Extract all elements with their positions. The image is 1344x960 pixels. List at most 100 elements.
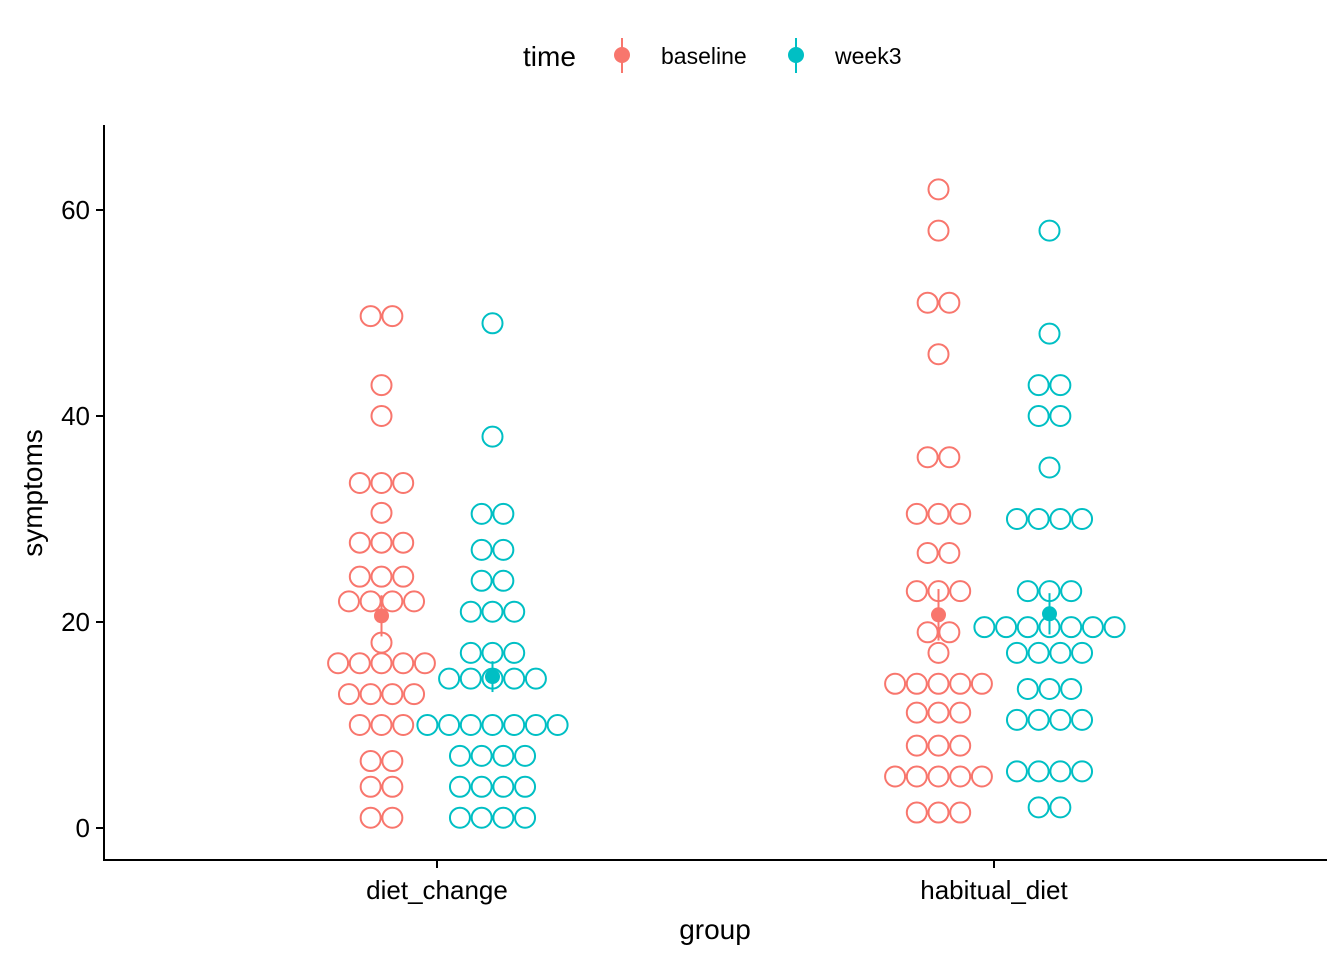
- legend-label: baseline: [661, 43, 747, 69]
- data-point: [927, 502, 950, 525]
- data-point: [1027, 760, 1050, 783]
- data-point: [1071, 760, 1094, 783]
- data-point: [1071, 708, 1094, 731]
- data-point: [448, 806, 471, 829]
- data-point: [392, 471, 415, 494]
- plot-marks: [327, 178, 1126, 829]
- data-point: [492, 502, 515, 525]
- data-point: [1049, 405, 1072, 427]
- x-axis-title: group: [679, 914, 751, 945]
- mean-point: [1042, 606, 1057, 622]
- data-point: [459, 667, 482, 690]
- data-point: [392, 652, 415, 675]
- data-point: [1103, 616, 1126, 639]
- data-point: [337, 683, 360, 706]
- data-point: [327, 652, 350, 675]
- data-point: [470, 775, 493, 798]
- data-point: [1049, 760, 1072, 783]
- data-point: [905, 801, 928, 824]
- data-point: [438, 667, 461, 690]
- data-point: [370, 652, 393, 675]
- data-point: [470, 806, 493, 829]
- data-point: [348, 652, 371, 675]
- mean-point: [931, 607, 946, 623]
- data-point: [359, 683, 382, 706]
- data-point: [416, 714, 439, 736]
- data-point: [348, 714, 371, 736]
- data-point: [381, 590, 404, 613]
- data-point: [1049, 796, 1072, 819]
- data-point: [1016, 677, 1039, 700]
- data-point: [973, 616, 996, 639]
- data-point: [1027, 374, 1050, 397]
- x-tick-label: habitual_diet: [920, 875, 1068, 905]
- data-point: [905, 765, 928, 788]
- data-point: [413, 652, 436, 675]
- data-point: [1038, 219, 1061, 242]
- data-point: [459, 600, 482, 623]
- y-tick-label: 20: [61, 607, 90, 637]
- data-point: [359, 590, 382, 613]
- data-point: [403, 683, 426, 706]
- data-point: [459, 714, 482, 736]
- data-point: [492, 744, 515, 767]
- data-point: [370, 471, 393, 494]
- data-point: [1060, 677, 1083, 700]
- data-point: [492, 775, 515, 798]
- data-point: [1081, 616, 1104, 639]
- data-point: [1038, 677, 1061, 700]
- data-point: [995, 616, 1018, 639]
- data-point: [359, 305, 382, 328]
- y-tick-label: 40: [61, 401, 90, 431]
- data-point: [949, 672, 972, 695]
- data-point: [1060, 580, 1083, 603]
- data-point: [970, 765, 993, 788]
- data-point: [370, 501, 393, 524]
- legend: time baseline week3: [523, 38, 901, 73]
- data-point: [514, 744, 537, 767]
- data-point: [359, 775, 382, 798]
- data-point: [938, 541, 961, 564]
- data-point: [348, 531, 371, 554]
- data-point: [938, 291, 961, 314]
- data-point: [949, 580, 972, 603]
- data-point: [381, 683, 404, 706]
- data-point: [392, 565, 415, 588]
- data-point: [503, 714, 526, 736]
- data-point: [1071, 508, 1094, 530]
- data-point: [503, 641, 526, 664]
- data-point: [927, 672, 950, 695]
- data-point: [927, 641, 950, 664]
- data-point: [949, 734, 972, 757]
- data-point: [949, 701, 972, 724]
- data-point: [514, 775, 537, 798]
- data-point: [905, 734, 928, 757]
- data-point: [1049, 708, 1072, 731]
- data-point: [470, 538, 493, 561]
- data-point: [524, 714, 547, 736]
- data-point: [927, 765, 950, 788]
- data-point: [448, 775, 471, 798]
- data-point: [1027, 796, 1050, 819]
- x-tick-label: diet_change: [366, 875, 508, 905]
- data-point: [1005, 508, 1028, 530]
- data-point: [916, 541, 939, 564]
- data-point: [1005, 641, 1028, 664]
- data-point: [1038, 456, 1061, 479]
- data-point: [1071, 641, 1094, 664]
- data-point: [1005, 760, 1028, 783]
- y-tick-label: 0: [76, 813, 90, 843]
- data-point: [1027, 405, 1050, 427]
- data-point: [1016, 580, 1039, 603]
- data-point: [481, 714, 504, 736]
- data-point: [927, 701, 950, 724]
- mean-point: [374, 608, 389, 624]
- data-point: [503, 600, 526, 623]
- data-point: [370, 531, 393, 554]
- data-point: [524, 667, 547, 690]
- data-point: [970, 672, 993, 695]
- data-point: [359, 806, 382, 829]
- data-point: [492, 538, 515, 561]
- y-axis-title: symptoms: [17, 429, 48, 557]
